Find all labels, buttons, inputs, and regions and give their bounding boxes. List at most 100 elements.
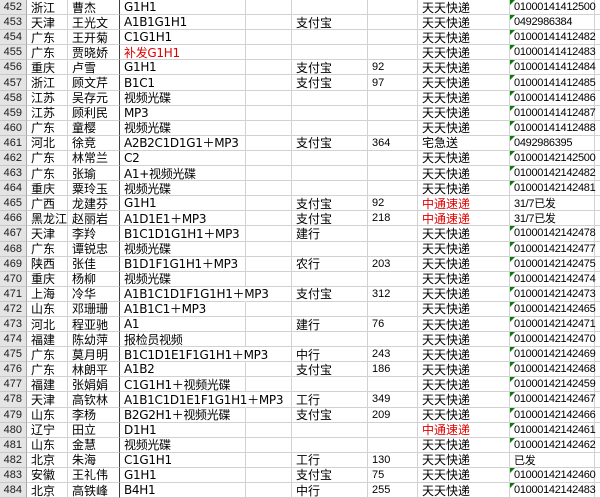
cell-payment-method[interactable]: 支付宝 xyxy=(292,60,368,76)
cell-payment-method[interactable] xyxy=(292,45,368,61)
cell-tracking-number[interactable]: 01000142142460 xyxy=(510,467,596,483)
cell-tail[interactable] xyxy=(595,392,600,408)
cell-tail[interactable] xyxy=(595,408,600,423)
cell-amount[interactable] xyxy=(368,15,418,31)
cell-tail[interactable] xyxy=(595,272,600,287)
cell-empty[interactable] xyxy=(246,392,292,408)
cell-tracking-number[interactable]: 01000142142465 xyxy=(510,301,596,317)
cell-payment-method[interactable] xyxy=(292,30,368,46)
cell-empty[interactable] xyxy=(246,362,292,378)
cell-empty[interactable] xyxy=(246,0,292,16)
cell-courier[interactable]: 天天快递 xyxy=(418,467,510,483)
row-header[interactable]: 477 xyxy=(0,377,27,393)
cell-customer-name[interactable]: 张瑜 xyxy=(68,166,120,182)
cell-province[interactable]: 重庆 xyxy=(27,60,68,76)
cell-tail[interactable] xyxy=(595,438,600,453)
cell-tracking-number[interactable]: 01000141412483 xyxy=(510,45,596,61)
row-header[interactable]: 480 xyxy=(0,422,27,438)
cell-payment-method[interactable] xyxy=(292,0,368,16)
cell-amount[interactable] xyxy=(368,45,418,61)
cell-product-codes[interactable]: A1B1G1H1 xyxy=(120,15,246,31)
cell-payment-method[interactable]: 支付宝 xyxy=(292,467,368,483)
cell-product-codes[interactable]: B2G2H1＋视频光碟 xyxy=(120,407,246,423)
row-header[interactable]: 459 xyxy=(0,105,27,121)
cell-empty[interactable] xyxy=(246,407,292,423)
cell-empty[interactable] xyxy=(246,286,292,302)
cell-province[interactable]: 山东 xyxy=(27,407,68,423)
cell-courier[interactable]: 天天快递 xyxy=(418,30,510,46)
cell-tail[interactable] xyxy=(595,242,600,257)
cell-tracking-number[interactable]: 01000142142459 xyxy=(510,377,596,393)
cell-province[interactable]: 广东 xyxy=(27,30,68,46)
cell-province[interactable]: 天津 xyxy=(27,15,68,31)
cell-courier[interactable]: 天天快递 xyxy=(418,332,510,348)
cell-courier[interactable]: 天天快递 xyxy=(418,407,510,423)
cell-amount[interactable]: 130 xyxy=(368,452,418,468)
cell-product-codes[interactable]: D1H1 xyxy=(120,422,246,438)
cell-tail[interactable] xyxy=(595,377,600,393)
row-header[interactable]: 472 xyxy=(0,301,27,317)
cell-tracking-number[interactable]: 01000142142471 xyxy=(510,316,596,333)
cell-tracking-number[interactable]: 01000141412487 xyxy=(510,105,596,121)
cell-courier[interactable]: 天天快递 xyxy=(418,347,510,363)
cell-product-codes[interactable]: C1G1H1 xyxy=(120,30,246,46)
cell-tracking-number[interactable]: 01000142142474 xyxy=(510,271,596,287)
cell-courier[interactable]: 中通速递 xyxy=(418,211,510,227)
cell-customer-name[interactable]: 顾文芹 xyxy=(68,75,120,91)
row-header[interactable]: 481 xyxy=(0,437,27,453)
cell-customer-name[interactable]: 林常兰 xyxy=(68,150,120,167)
cell-payment-method[interactable] xyxy=(292,271,368,287)
cell-product-codes[interactable]: G1H1 xyxy=(120,196,246,212)
cell-customer-name[interactable]: 吴存元 xyxy=(68,90,120,106)
cell-customer-name[interactable]: 贾晓娇 xyxy=(68,45,120,61)
cell-province[interactable]: 江苏 xyxy=(27,105,68,121)
cell-product-codes[interactable]: 补发G1H1 xyxy=(120,45,246,61)
cell-tracking-number[interactable]: 01000141412488 xyxy=(510,120,596,136)
cell-product-codes[interactable]: A1B1C1＋MP3 xyxy=(120,301,246,317)
row-header[interactable]: 458 xyxy=(0,90,27,106)
cell-payment-method[interactable]: 支付宝 xyxy=(292,211,368,227)
cell-product-codes[interactable]: C1G1H1＋视频光碟 xyxy=(120,377,246,393)
cell-customer-name[interactable]: 李羚 xyxy=(68,226,120,242)
cell-empty[interactable] xyxy=(246,135,292,151)
cell-courier[interactable]: 天天快递 xyxy=(418,316,510,333)
row-header[interactable]: 460 xyxy=(0,120,27,136)
cell-tracking-number[interactable]: 31/7已发 xyxy=(510,211,595,227)
cell-tail[interactable] xyxy=(595,15,600,31)
cell-customer-name[interactable]: 卢雪 xyxy=(68,60,120,76)
cell-tracking-number[interactable]: 01000142142473 xyxy=(510,286,596,302)
row-header[interactable]: 474 xyxy=(0,332,27,348)
cell-amount[interactable] xyxy=(368,301,418,317)
cell-product-codes[interactable]: 视频光碟 xyxy=(120,90,246,106)
cell-product-codes[interactable]: A1B2 xyxy=(120,362,246,378)
cell-tail[interactable] xyxy=(595,257,600,272)
cell-province[interactable]: 黑龙江 xyxy=(27,211,68,227)
cell-product-codes[interactable]: G1H1 xyxy=(120,467,246,483)
cell-tracking-number[interactable]: 01000141412500 xyxy=(510,0,596,16)
cell-product-codes[interactable]: 视频光碟 xyxy=(120,181,246,197)
cell-tail[interactable] xyxy=(595,347,600,363)
cell-amount[interactable] xyxy=(368,241,418,257)
cell-province[interactable]: 辽宁 xyxy=(27,422,68,438)
cell-province[interactable]: 陕西 xyxy=(27,256,68,272)
row-header[interactable]: 473 xyxy=(0,316,27,333)
cell-tail[interactable] xyxy=(595,0,600,16)
cell-courier[interactable]: 天天快递 xyxy=(418,256,510,272)
cell-tracking-number[interactable]: 01000142142481 xyxy=(510,181,596,197)
cell-amount[interactable]: 243 xyxy=(368,347,418,363)
cell-empty[interactable] xyxy=(246,377,292,393)
cell-province[interactable]: 广东 xyxy=(27,347,68,363)
cell-tail[interactable] xyxy=(595,468,600,483)
row-header[interactable]: 457 xyxy=(0,75,27,91)
cell-product-codes[interactable]: C1G1H1 xyxy=(120,452,246,468)
row-header[interactable]: 466 xyxy=(0,211,27,227)
cell-empty[interactable] xyxy=(246,452,292,468)
cell-customer-name[interactable]: 赵丽岩 xyxy=(68,211,120,227)
cell-tracking-number[interactable]: 01000142142461 xyxy=(510,422,596,438)
cell-province[interactable]: 广东 xyxy=(27,45,68,61)
cell-tail[interactable] xyxy=(595,196,600,212)
cell-empty[interactable] xyxy=(246,196,292,212)
cell-tail[interactable] xyxy=(595,45,600,61)
cell-amount[interactable] xyxy=(368,437,418,453)
cell-province[interactable]: 福建 xyxy=(27,377,68,393)
